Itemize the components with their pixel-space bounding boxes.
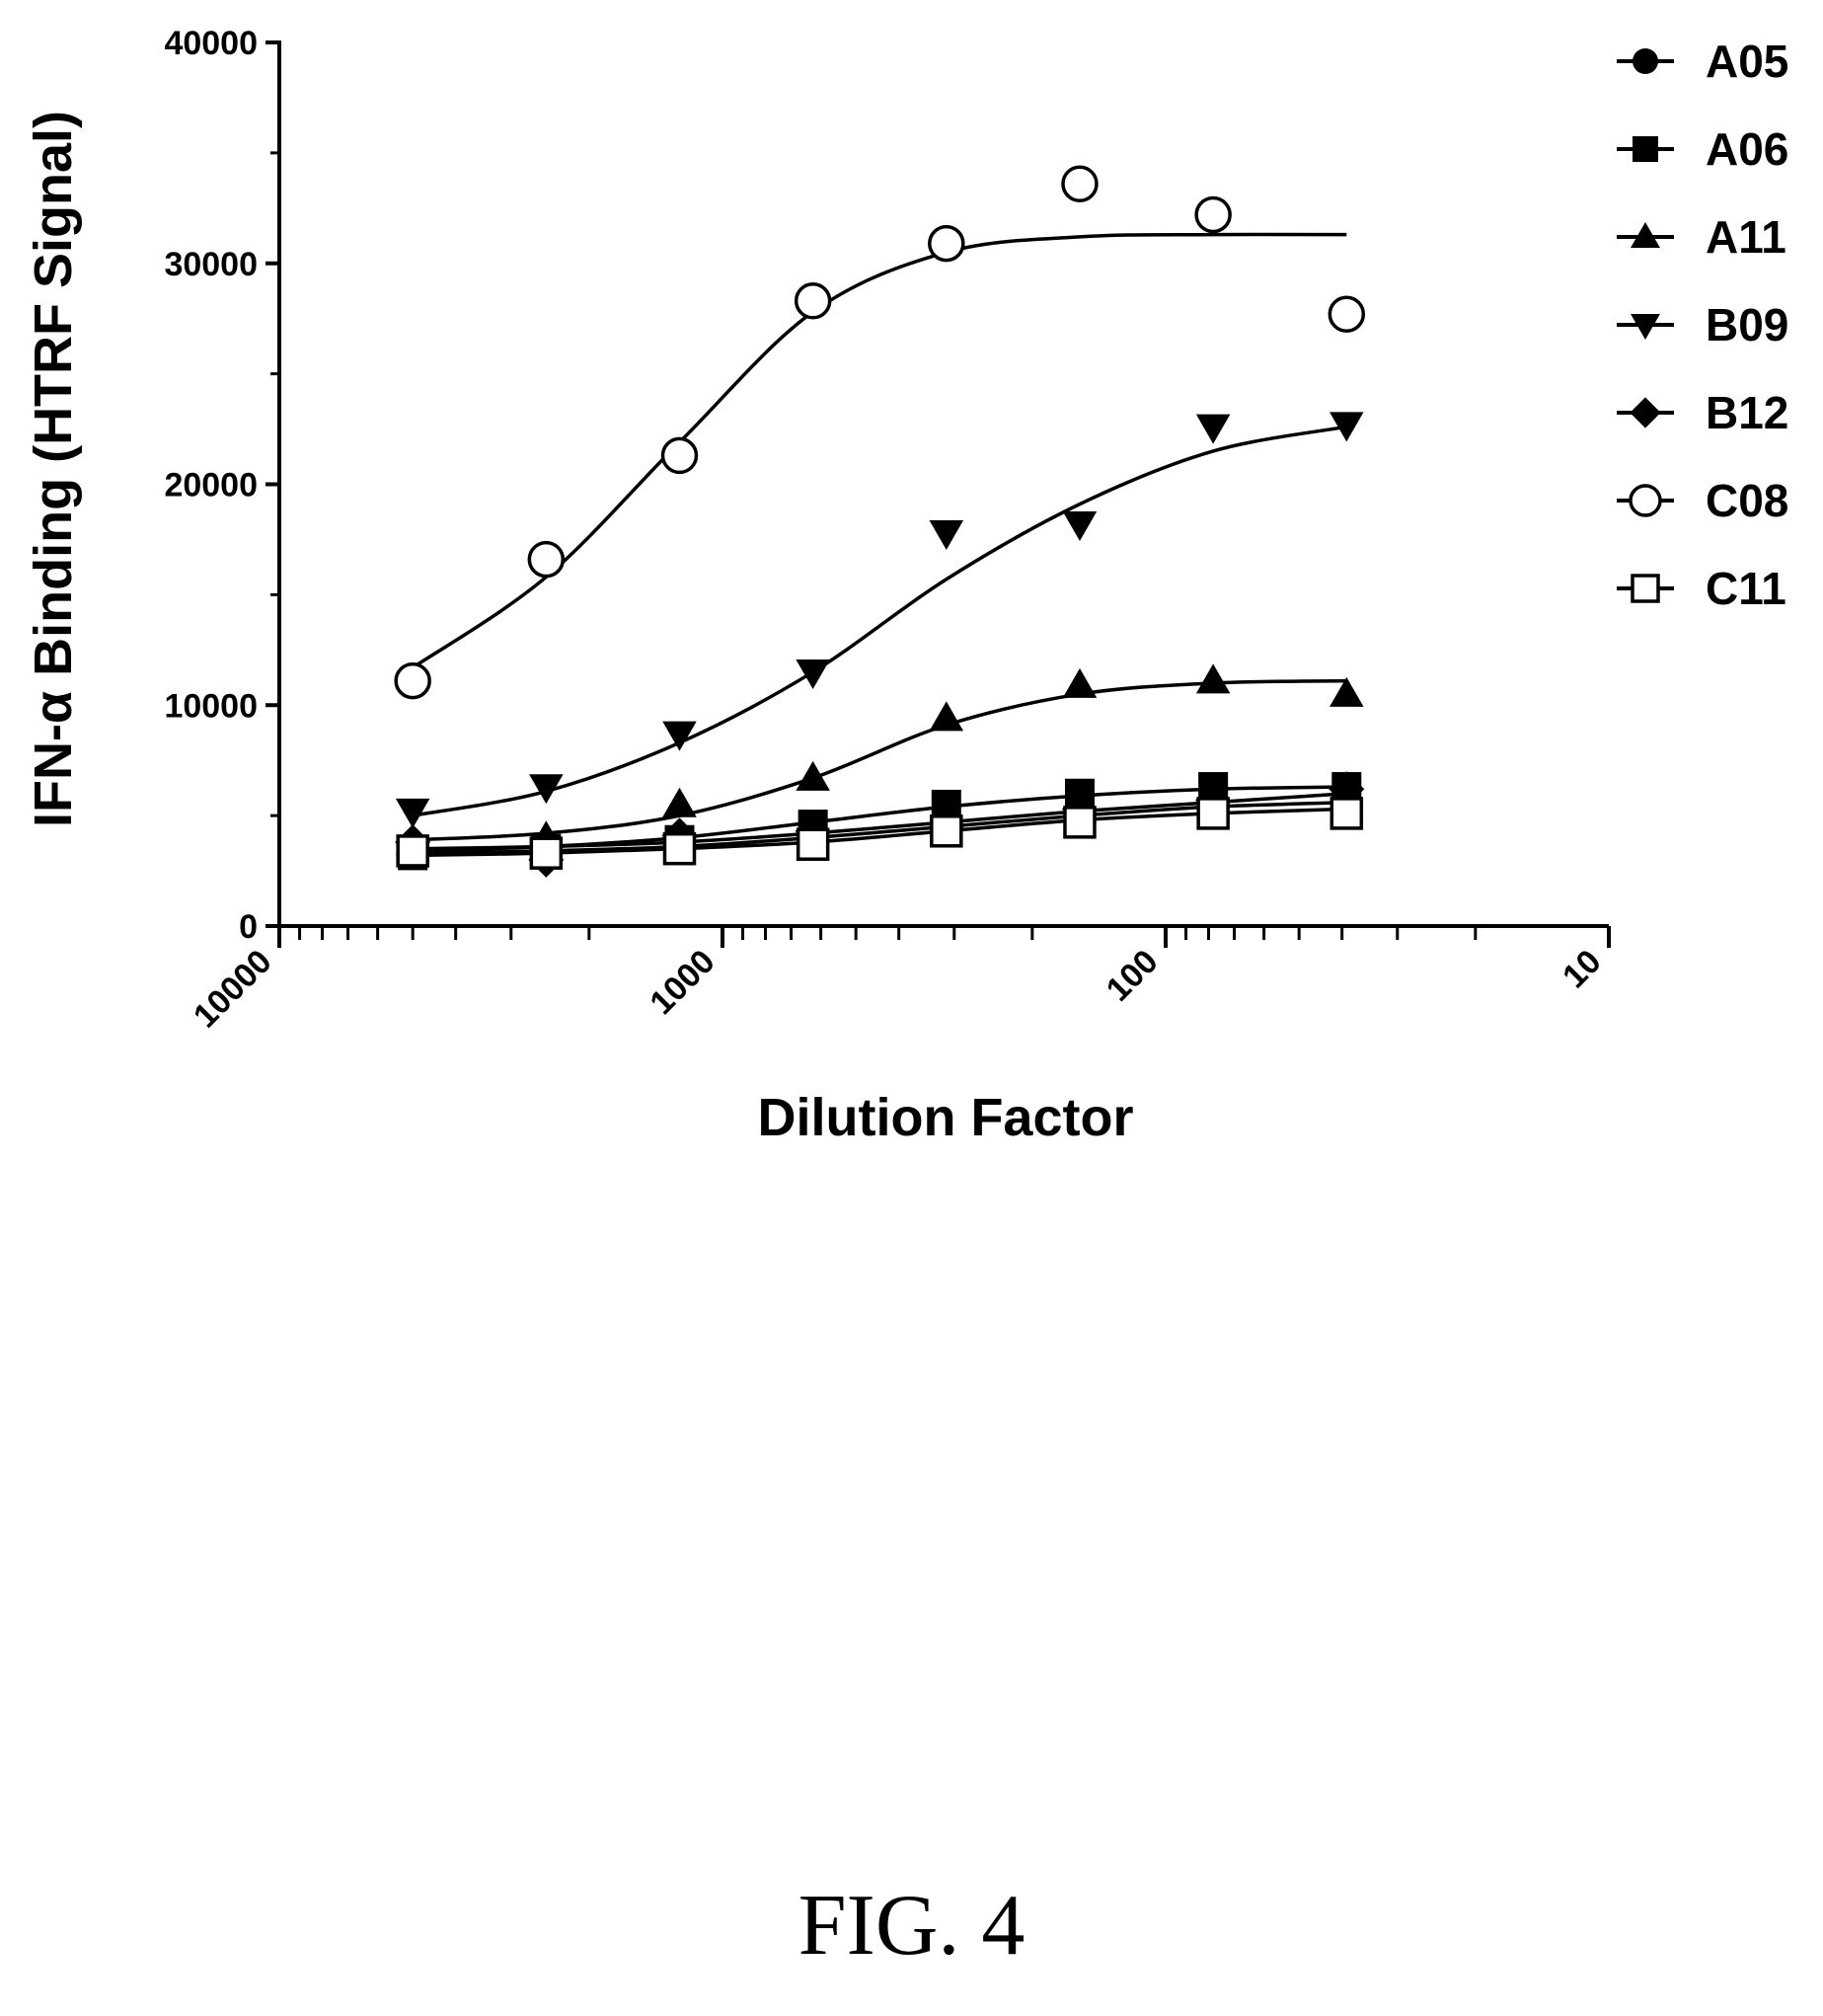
legend-item-c11: C11: [1617, 563, 1786, 614]
y-tick-label: 0: [239, 908, 258, 946]
data-point: [929, 519, 964, 550]
x-tick-label: 100: [1100, 943, 1166, 1009]
legend-marker: [1630, 397, 1661, 428]
data-point: [1062, 667, 1098, 698]
data-point: [1196, 797, 1230, 830]
data-point: [1329, 412, 1364, 442]
data-point: [794, 282, 832, 320]
data-point: [1195, 414, 1231, 444]
data-point: [395, 798, 430, 828]
data-point: [1329, 676, 1364, 707]
data-point: [662, 787, 697, 817]
legend-item-a06: A06: [1617, 123, 1788, 175]
data-point: [796, 659, 830, 689]
data-point: [662, 721, 697, 751]
legend-marker: [1633, 136, 1658, 162]
series-c08: [394, 165, 1366, 700]
x-tick-label: 10: [1556, 943, 1609, 996]
series-c11: [396, 797, 1364, 870]
data-point: [1329, 797, 1364, 830]
legend-label: C08: [1706, 475, 1788, 526]
y-axis-title: IFN-α Binding (HTRF Signal): [24, 111, 83, 827]
legend-marker: [1633, 48, 1658, 74]
data-point: [1063, 806, 1097, 839]
data-point: [529, 836, 564, 870]
data-point: [929, 701, 964, 732]
legend-item-a05: A05: [1617, 36, 1788, 87]
fit-curve-c08: [412, 232, 1347, 669]
data-point: [796, 827, 830, 861]
data-point: [1195, 663, 1231, 694]
fit-curve-a11: [413, 678, 1347, 842]
data-point: [1328, 295, 1366, 333]
x-tick-label: 1000: [643, 943, 722, 1022]
data-point: [1062, 511, 1098, 542]
data-point: [662, 831, 697, 866]
data-point: [928, 224, 965, 263]
legend-item-a11: A11: [1617, 211, 1786, 263]
data-point: [1061, 165, 1099, 202]
legend-item-b09: B09: [1617, 299, 1788, 350]
data-point: [660, 436, 699, 475]
legend-marker: [1629, 484, 1662, 517]
data-point: [396, 834, 429, 868]
legend-label: B12: [1706, 387, 1788, 438]
y-tick-label: 10000: [164, 687, 258, 725]
data-point: [529, 774, 564, 805]
data-point: [930, 814, 963, 848]
legend-label: B09: [1706, 299, 1788, 350]
legend-marker: [1631, 313, 1660, 340]
data-point: [1194, 195, 1232, 234]
legend-marker: [1631, 574, 1660, 603]
legend-label: A06: [1706, 123, 1788, 175]
data-point: [394, 661, 431, 700]
y-tick-label: 30000: [164, 246, 258, 283]
x-axis-title: Dilution Factor: [758, 1088, 1134, 1147]
legend-label: A05: [1706, 36, 1788, 87]
figure-caption: FIG. 4: [798, 1878, 1025, 1974]
legend-label: C11: [1706, 563, 1786, 614]
series-b09: [395, 412, 1364, 828]
legend-item-c08: C08: [1617, 475, 1788, 526]
data-points: [394, 165, 1366, 878]
legend-label: A11: [1706, 211, 1786, 263]
y-tick-label: 20000: [164, 467, 258, 504]
data-point: [527, 540, 566, 579]
data-point: [796, 760, 830, 791]
y-tick-label: 40000: [164, 25, 258, 62]
x-tick-label: 10000: [187, 943, 279, 1036]
legend-marker: [1631, 222, 1660, 249]
fit-curve-b09: [412, 425, 1347, 817]
legend-item-b12: B12: [1617, 387, 1788, 438]
legend: A05 A06 A11 B09 B12 C08 C11: [1617, 36, 1788, 614]
